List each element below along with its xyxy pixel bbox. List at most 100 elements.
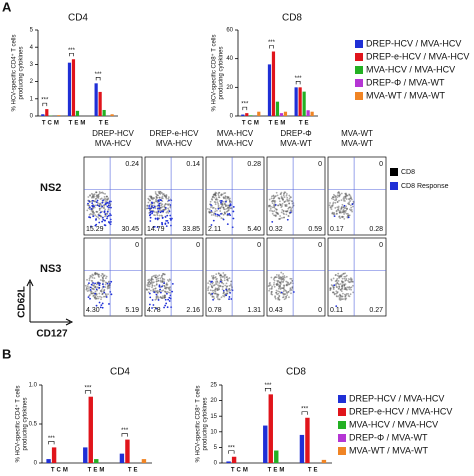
event-dot xyxy=(334,280,337,283)
event-dot xyxy=(164,195,167,198)
event-dot xyxy=(284,289,287,292)
event-dot xyxy=(286,196,289,199)
event-dot xyxy=(279,215,282,217)
event-dot xyxy=(161,274,164,277)
event-dot xyxy=(95,297,98,300)
event-dot xyxy=(156,289,159,292)
event-dot xyxy=(279,283,282,285)
response-dot xyxy=(216,213,219,216)
event-dot xyxy=(350,277,352,280)
bar xyxy=(51,447,57,463)
event-dot xyxy=(281,209,284,211)
event-dot xyxy=(283,216,286,219)
event-dot xyxy=(158,214,161,217)
response-dot xyxy=(88,206,91,209)
event-dot xyxy=(100,274,103,277)
bar xyxy=(57,115,61,116)
event-dot xyxy=(332,201,335,204)
response-dot xyxy=(211,280,213,283)
response-dot xyxy=(158,207,161,210)
event-dot xyxy=(270,291,273,294)
response-dot xyxy=(218,214,220,217)
event-dot xyxy=(283,196,286,199)
event-dot xyxy=(271,212,274,215)
event-dot xyxy=(150,203,153,206)
event-dot xyxy=(165,194,168,196)
event-dot xyxy=(87,196,90,198)
response-dot xyxy=(289,211,292,214)
event-dot xyxy=(276,194,279,197)
event-dot xyxy=(167,287,170,290)
event-dot xyxy=(343,199,345,202)
event-dot xyxy=(275,276,278,279)
response-dot xyxy=(220,200,223,202)
y-axis-label: % HCV-specific CD8⁺ T cells xyxy=(195,386,202,463)
event-dot xyxy=(283,275,286,277)
bar xyxy=(275,101,280,116)
event-dot xyxy=(216,215,219,218)
event-dot xyxy=(161,278,164,280)
event-dot xyxy=(228,197,231,200)
event-dot xyxy=(93,277,96,280)
response-dot xyxy=(152,206,155,209)
event-dot xyxy=(103,195,106,198)
bar xyxy=(263,425,268,463)
event-dot xyxy=(286,210,289,213)
x-tick-label: TE xyxy=(128,468,140,474)
event-dot xyxy=(280,211,283,214)
event-dot xyxy=(151,198,154,201)
event-dot xyxy=(272,278,275,281)
event-dot xyxy=(339,288,342,291)
event-dot xyxy=(90,290,93,293)
event-dot xyxy=(89,274,92,277)
event-dot xyxy=(289,282,292,285)
y-tick-label: 25 xyxy=(210,383,217,389)
quadrant-value: 0 xyxy=(257,242,261,249)
event-dot xyxy=(270,288,273,290)
response-dot xyxy=(106,217,108,220)
event-dot xyxy=(88,289,90,292)
event-dot xyxy=(209,200,212,203)
event-dot xyxy=(282,277,284,280)
event-dot xyxy=(167,291,170,294)
legend-swatch xyxy=(355,40,363,48)
event-dot xyxy=(150,278,153,281)
event-dot xyxy=(216,280,219,283)
event-dot xyxy=(94,214,97,217)
legend-swatch xyxy=(338,447,346,455)
event-dot xyxy=(336,295,338,298)
x-tick-label: TCM xyxy=(231,468,250,474)
event-dot xyxy=(217,202,220,205)
event-dot xyxy=(97,216,100,219)
event-dot xyxy=(288,202,291,205)
event-dot xyxy=(346,286,349,289)
event-dot xyxy=(161,295,164,298)
event-dot xyxy=(340,207,343,209)
bar xyxy=(249,115,253,116)
event-dot xyxy=(105,275,108,278)
event-dot xyxy=(220,205,223,208)
event-dot xyxy=(219,277,222,279)
response-dot xyxy=(168,296,171,299)
x-tick-label: TE xyxy=(308,468,320,474)
y-tick-label: 40 xyxy=(226,56,233,62)
bar xyxy=(94,459,99,463)
event-dot xyxy=(290,277,293,280)
event-dot xyxy=(285,193,288,195)
response-dot xyxy=(166,306,169,309)
event-dot xyxy=(333,213,336,216)
event-dot xyxy=(104,197,107,200)
event-dot xyxy=(226,285,229,288)
event-dot xyxy=(345,274,348,277)
event-dot xyxy=(87,283,89,286)
response-dot xyxy=(104,203,107,206)
legend-swatch xyxy=(338,421,346,429)
y-axis-label: producing cytokines xyxy=(219,46,225,99)
bar xyxy=(141,459,147,463)
event-dot xyxy=(147,282,149,284)
event-dot xyxy=(218,272,220,275)
response-dot xyxy=(100,304,103,306)
response-dot xyxy=(158,284,161,287)
event-dot xyxy=(150,196,153,199)
event-dot xyxy=(287,215,290,218)
